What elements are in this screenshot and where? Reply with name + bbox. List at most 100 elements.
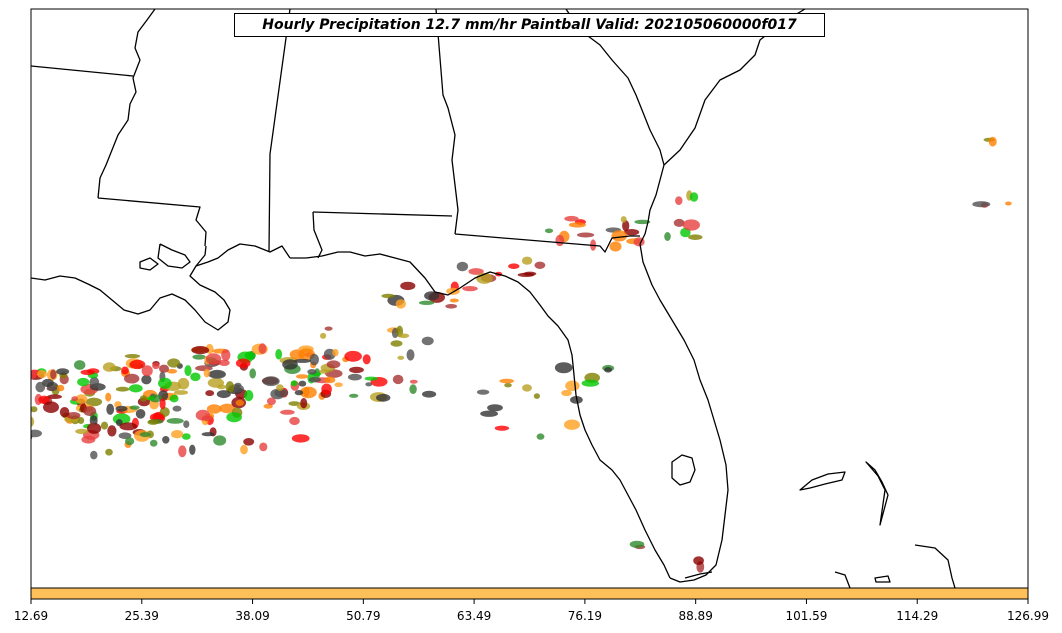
precip-blob [225,381,235,393]
precip-blob [349,393,359,398]
precip-blob [499,378,514,384]
precip-blob [564,419,580,430]
precip-blob [66,412,81,420]
precip-blob [476,389,490,395]
precip-blob [244,390,254,402]
precip-blob [352,367,362,372]
precip-blob [31,416,35,428]
precip-blob [41,378,54,388]
precip-blob [320,332,327,339]
precip-blob [324,326,333,331]
precip-blob [620,216,627,223]
colorbar-tick-label: 63.49 [456,609,492,623]
precip-blob [35,381,46,393]
precip-blob [523,271,537,276]
precip-blob [0,415,1,424]
precip-blob [319,369,329,374]
precip-blob [424,291,440,301]
precip-blob [169,394,179,403]
precip-blob [409,384,417,395]
precip-blob [14,419,29,427]
precip-blob [421,336,434,346]
precip-blob [205,390,215,397]
precip-blob [149,394,162,403]
precip-blob [390,340,403,347]
precip-blob [629,540,645,548]
precip-blob [534,261,546,269]
precip-blob [177,377,190,390]
precip-blob [522,384,532,392]
state-border-ga-sc [565,9,665,166]
precip-blob [172,405,182,412]
gulf-coast-al-ms-la [31,243,291,331]
precip-blob [235,358,251,368]
precip-blob [181,433,191,440]
precip-blob [50,369,57,380]
precip-blob [147,419,159,425]
precip-blob [468,268,484,275]
precip-blob [56,384,65,392]
precip-blob [171,430,184,439]
precip-blob [59,407,70,418]
precip-blob [71,396,79,402]
lake-okeechobee [671,454,696,486]
precip-blob [456,261,469,272]
precip-blob [362,354,371,365]
precip-blob [581,379,599,387]
precip-blob [554,362,573,374]
precip-blob [624,229,640,236]
precip-blob [13,381,23,391]
precip-blob [508,263,520,270]
precip-blob [0,368,5,380]
precip-blob [326,360,341,369]
colorbar [30,587,1029,600]
precip-blob [0,408,11,420]
precip-blob [18,425,26,432]
colorbar-tick-label: 88.89 [678,609,713,623]
precip-blob [561,389,572,397]
precip-blob [15,415,30,421]
precip-blob [243,438,255,446]
precip-blob [4,389,13,399]
precip-blob [365,382,373,387]
colorbar-tick-label: 38.09 [235,609,270,623]
precip-blob [244,351,256,360]
precip-blob [289,416,300,426]
precip-blob [972,201,991,208]
precip-blob [115,405,128,412]
precip-blob [504,383,512,388]
precip-blob [664,232,671,241]
precip-blob [31,429,42,438]
precip-blob [449,298,459,303]
precip-blob [166,418,184,424]
precip-blob [462,286,478,292]
precip-blob [191,346,210,355]
precip-blob [565,380,580,392]
precip-blob [74,360,86,370]
precip-blob [675,196,683,206]
precip-blob [115,386,130,392]
precip-blob [249,368,256,379]
precip-blob [89,376,100,389]
precip-blob [100,421,109,430]
precip-blob [107,425,117,437]
precip-blob [0,413,7,421]
precip-blob [673,218,685,227]
precip-blob [275,349,283,360]
state-border-al-fl [312,211,453,217]
precip-blob [282,359,298,370]
precip-blob [395,299,406,309]
precip-blob [263,403,273,409]
precip-blob [88,422,97,431]
precip-blob [218,359,230,366]
precip-blob [480,410,498,417]
precip-blob [555,234,565,247]
bahamas-island-2 [865,461,889,526]
state-border-al-fl-west [312,211,323,259]
florida-gulf-coast [290,251,671,579]
precip-blob [190,372,201,382]
precip-blob [147,396,155,401]
precip-blob [213,435,227,446]
bahamas-island-4 [834,571,851,588]
